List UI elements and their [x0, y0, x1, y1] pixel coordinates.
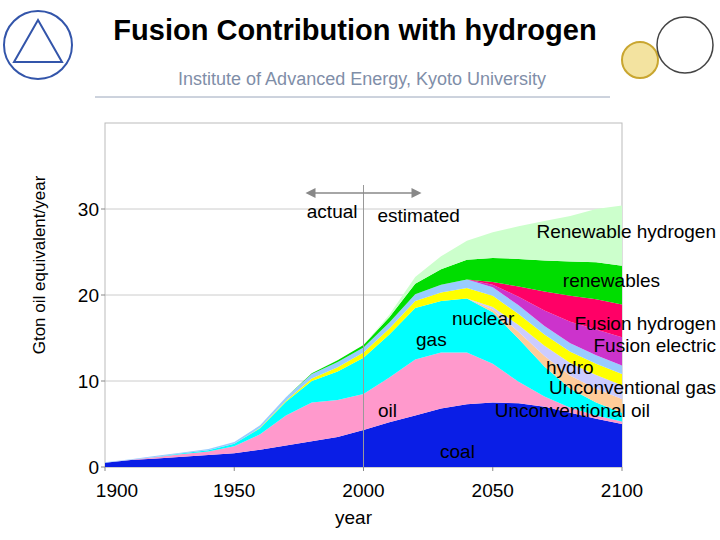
- x-tick: [234, 467, 235, 471]
- x-tick-label: 2050: [472, 480, 514, 501]
- logo-coe: [622, 42, 658, 78]
- series-label: renewables: [563, 270, 660, 291]
- series-label: Unconventional gas: [549, 377, 716, 398]
- arrow-head: [412, 188, 422, 198]
- x-tick-label: 2100: [601, 480, 643, 501]
- series-label: oil: [378, 400, 397, 421]
- series-label: Fusion electric: [594, 335, 717, 356]
- x-tick-label: 1900: [96, 480, 138, 501]
- series-label: gas: [416, 329, 447, 350]
- annotation-arrow: [306, 188, 422, 198]
- series-label: nuclear: [452, 308, 515, 329]
- y-axis-title: Gton oil equivalent/year: [30, 175, 49, 354]
- series-labels: coal oil gas Unconventional oilUnconvention…: [378, 221, 716, 462]
- y-axis: 0 10 20 30: [78, 199, 105, 478]
- x-axis-title: year: [335, 507, 373, 528]
- logo-triangle: [14, 20, 62, 62]
- x-tick-label: 1950: [213, 480, 255, 501]
- y-tick: [101, 381, 105, 382]
- y-tick: [101, 295, 105, 296]
- y-tick-label: 30: [78, 199, 99, 220]
- x-tick: [492, 467, 493, 471]
- subtitle: Institute of Advanced Energy, Kyoto Univ…: [178, 69, 546, 89]
- logo-right: [622, 17, 713, 78]
- y-tick-label: 10: [78, 371, 99, 392]
- y-tick-label: 20: [78, 285, 99, 306]
- x-tick: [363, 467, 364, 471]
- y-tick: [101, 467, 105, 468]
- x-tick: [622, 467, 623, 471]
- series-label: Fusion hydrogen: [574, 313, 716, 334]
- series-label: coal: [440, 441, 475, 462]
- divider-line: [363, 185, 364, 467]
- title: Fusion Contribution with hydrogen: [113, 14, 596, 46]
- x-tick: [105, 467, 106, 471]
- y-tick-label: 0: [88, 457, 99, 478]
- y-tick: [101, 209, 105, 210]
- annotation: estimated: [378, 205, 460, 226]
- series-label: Unconventional oil: [495, 400, 650, 421]
- arrow-shaft: [309, 192, 419, 194]
- x-axis: 1900 1950 2000 2050 2100: [96, 467, 643, 501]
- chart: Fusion Contribution with hydrogen Institu…: [0, 0, 720, 540]
- annotation: actual: [307, 201, 358, 222]
- x-tick-label: 2000: [342, 480, 384, 501]
- logo-left: [4, 11, 72, 79]
- series-label: hydro: [546, 357, 594, 378]
- header-rule: [95, 97, 610, 98]
- arrow-head: [306, 188, 316, 198]
- series-label: Renewable hydrogen: [536, 221, 716, 242]
- logo-ring: [4, 11, 72, 79]
- logo-seal: [657, 17, 713, 73]
